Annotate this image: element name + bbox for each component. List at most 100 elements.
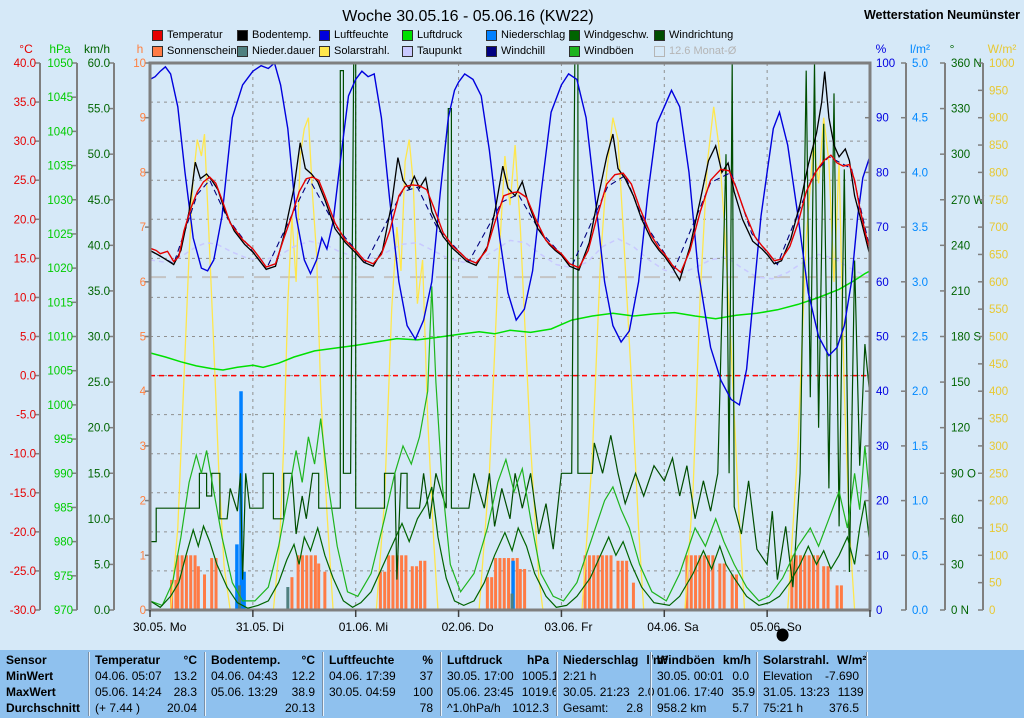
stats-row: Niederschlag l/m² [563,652,668,668]
stat-label: Durchschnitt [6,701,81,715]
axis-label: 985 [54,502,73,514]
legend-item-temperatur: Temperatur [152,27,237,43]
stats-column-niederschlag: Niederschlag l/m² 2:21 h 30.05. 21:23 2.0 Ges… [556,652,668,716]
chart-legend: Temperatur Bodentemp. Luftfeuchte Luftdruck… [152,27,892,59]
legend-item-nieder-dauer: Nieder.dauer [237,43,319,59]
legend-label: Bodentemp. [252,29,312,41]
weather-chart: °C40.035.030.025.020.015.010.05.00.0-5.0… [10,42,1016,642]
axis-label: 2.5 [912,332,928,344]
x-axis-label: 02.06. Do [442,620,494,634]
axis-label: 2.0 [912,386,928,398]
stat-label: 30.05. 17:00 [447,669,514,683]
axis-label: 1020 [47,263,73,275]
stat-label: 05.06. 14:24 [95,685,162,699]
legend-item-windgeschw: Windgeschw. [569,27,654,43]
stats-row: Windböen km/h [657,652,751,668]
stat-label: Elevation [763,669,813,683]
axis-label: 900 [989,113,1008,125]
axis-label: 20.0 [14,214,36,226]
legend-item-windrichtung: Windrichtung [654,27,764,43]
axis-label: 150 [951,377,970,389]
axis-label: 990 [54,468,73,480]
legend-swatch-bodentemp-icon [237,29,248,41]
stats-row: 04.06. 17:39 37 [329,668,433,684]
legend-item-niederschlag: Niederschlag [486,27,569,43]
stats-row: 958.2 km 5.7 [657,700,749,716]
stat-value: 1012.3 [512,701,549,715]
axis-label: 0.0 [912,605,928,617]
stats-row: 01.06. 17:40 35.9 [657,684,755,700]
axis-label: 400 [989,386,1008,398]
x-axis-label: 01.06. Mi [339,620,388,634]
axis-label: 60 [876,277,889,289]
stat-label: 30.05. 21:23 [563,685,630,699]
series-luftdruck-line [149,270,871,371]
axis-label: -30.0 [10,605,36,617]
axis-label: 0.5 [912,550,928,562]
axis-label: 120 [951,423,970,435]
legend-label: Windchill [501,45,546,57]
axis-label: 4.0 [912,167,928,179]
stat-label: Windböen [657,653,715,667]
stats-column-sensor: Sensor MinWert MaxWert Durchschnitt [0,652,88,716]
stat-value: 376.5 [828,701,859,715]
stat-label: 05.06. 23:45 [447,685,514,699]
axis-label: 30 [951,559,964,571]
x-axis-label: 04.06. Sa [647,620,699,634]
series-taupunkt-line [149,237,871,280]
axis-label: 4.5 [912,113,928,125]
axis-label: 1015 [47,297,73,309]
stats-row: 05.06. 14:24 28.3 [95,684,197,700]
axis-label: 975 [54,571,73,583]
axis-unit-: % [876,42,887,56]
stat-value: 20.04 [166,701,197,715]
axis-unit-c: °C [19,42,33,56]
stats-row: MaxWert [6,684,81,700]
stats-row: 78 [329,700,433,716]
stats-row: Elevation -7.690 [763,668,859,684]
axis-unit-h: h [137,42,144,56]
chart-title: Woche 30.05.16 - 05.06.16 (KW22) [342,8,594,25]
legend-label: Windrichtung [669,29,734,41]
stat-value: °C [301,653,315,667]
stats-row: Solarstrahl. W/m² [763,652,866,668]
axis-label: 250 [989,468,1008,480]
stats-row: 30.05. 21:23 2.0 [563,684,654,700]
stat-value: 1019.6 [521,685,559,699]
stat-value: 1005.1 [521,669,559,683]
stat-value: 20.13 [284,701,315,715]
stat-value: 13.2 [173,669,197,683]
legend-label: Solarstrahl. [334,45,390,57]
axis-label: 25.0 [88,377,110,389]
stat-value: W/m² [837,653,867,667]
axis-label: 1035 [47,161,73,173]
legend-label: Windböen [584,45,634,57]
stat-value: 1139 [837,685,864,699]
axis-label: 350 [989,414,1008,426]
stat-value: -7.690 [824,669,859,683]
axis-label: -15.0 [10,488,36,500]
axis-label: 10.0 [14,292,36,304]
axis-label: 15.0 [14,253,36,265]
axis-label: 10 [876,550,889,562]
stat-value: 2.8 [626,701,643,715]
series-solarstrahlung-line [169,106,856,611]
axis-label: 10 [133,58,146,70]
axis-label: 980 [54,537,73,549]
stat-label: ^1.0hPa/h [447,701,501,715]
legend-label: Niederschlag [501,29,566,41]
axis-label: 650 [989,249,1008,261]
legend-item-luftfeuchte: Luftfeuchte [319,27,402,43]
stats-column-luftdruck: Luftdruck hPa 30.05. 17:00 1005.1 05.06. 23:… [440,652,559,716]
stats-row: Bodentemp. °C [211,652,315,668]
legend-item-12-6-monat: 12.6 Monat-Ø [654,43,764,59]
axis-label: 60 [951,514,964,526]
axis-label: 45.0 [88,195,110,207]
axis-label: 90 O [951,468,976,480]
stats-row: 2:21 h [563,668,643,684]
stats-column-solarstrahl: Solarstrahl. W/m² Elevation -7.690 31.05. 13… [756,652,866,716]
legend-item-taupunkt: Taupunkt [402,43,486,59]
legend-swatch-temperatur-icon [152,29,163,41]
axis-label: 360 N [951,58,982,70]
legend-swatch-solarstrahl-icon [319,45,330,57]
